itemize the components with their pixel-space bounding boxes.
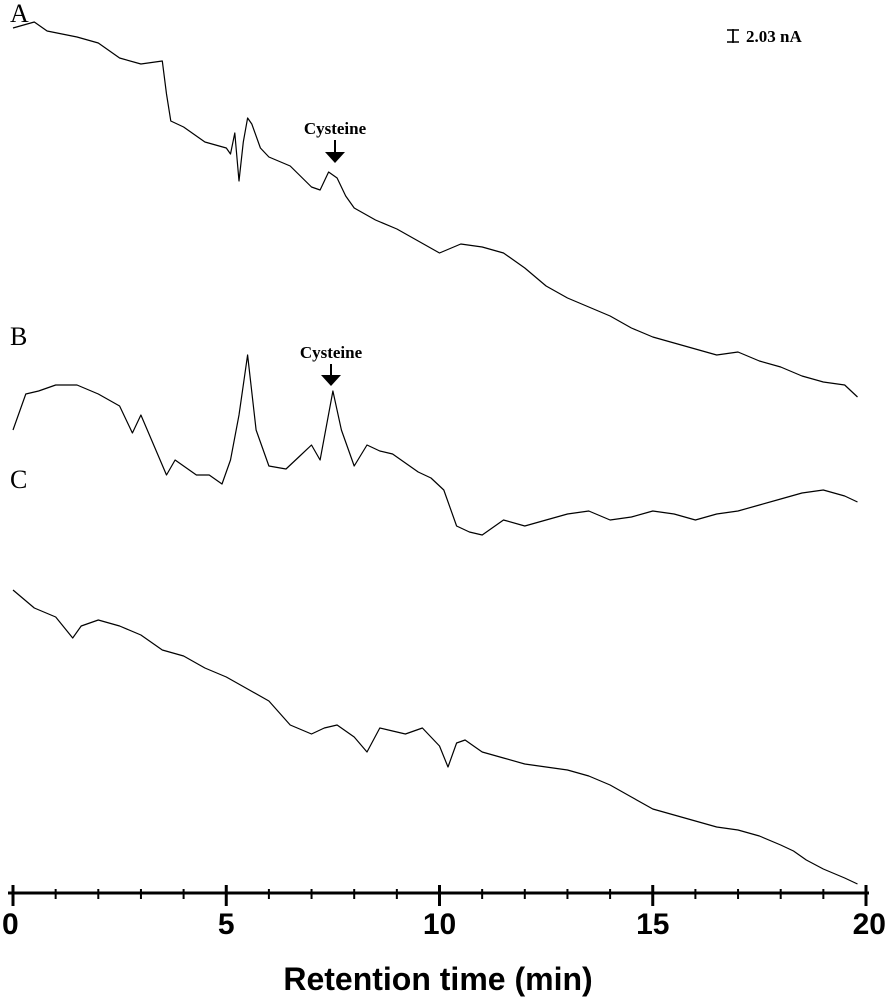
- x-tick-label: 10: [423, 908, 456, 941]
- x-axis-title: Retention time (min): [283, 961, 592, 997]
- x-ticks: 0 5 10 15 20: [2, 885, 886, 941]
- x-tick-label: 5: [218, 908, 235, 941]
- x-tick-label: 15: [636, 908, 669, 941]
- traces: [12, 21, 858, 885]
- annotation-arrowhead-a: [325, 152, 345, 163]
- annotation-cysteine-b: Cysteine: [300, 343, 363, 386]
- scale-bar-label: 2.03 nA: [746, 27, 802, 46]
- annotation-text-b: Cysteine: [300, 343, 363, 362]
- trace-c: [12, 589, 858, 885]
- panel-label-c: C: [10, 465, 27, 494]
- annotation-arrowhead-b: [321, 375, 341, 386]
- scale-bar: 2.03 nA: [727, 27, 802, 46]
- annotation-cysteine-a: Cysteine: [304, 119, 367, 163]
- panel-label-a: A: [10, 0, 29, 28]
- x-tick-label: 20: [853, 908, 886, 941]
- trace-b: [12, 354, 858, 536]
- annotation-text-a: Cysteine: [304, 119, 367, 138]
- panel-label-b: B: [10, 322, 27, 351]
- trace-a: [12, 21, 858, 398]
- x-tick-label: 0: [2, 908, 19, 941]
